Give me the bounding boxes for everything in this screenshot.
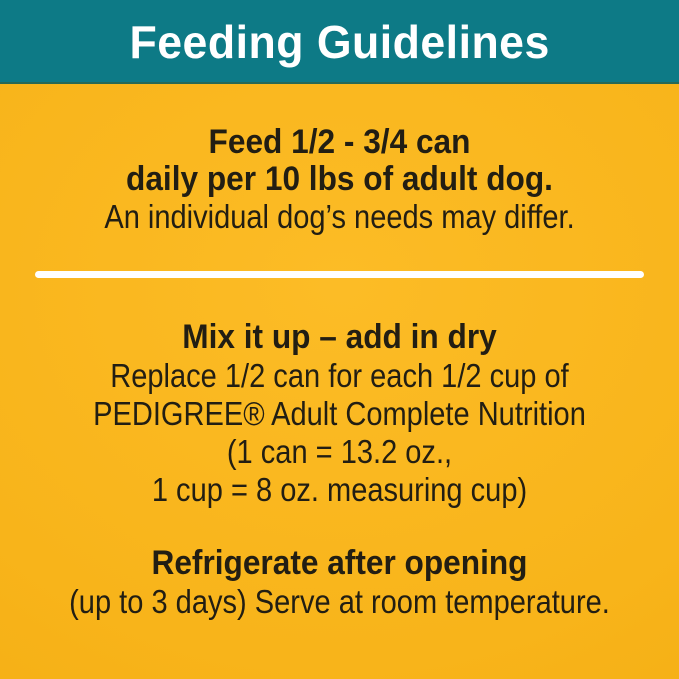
header-banner: Feeding Guidelines [0, 0, 679, 84]
storage-section: Refrigerate after opening (up to 3 days)… [0, 543, 679, 620]
mix-instruction-line-2: PEDIGREE® Adult Complete Nutrition [93, 395, 586, 432]
feeding-amount-section: Feed 1/2 - 3/4 can daily per 10 lbs of a… [0, 123, 679, 236]
mix-instruction-line-4: 1 cup = 8 oz. measuring cup) [151, 471, 528, 508]
storage-note: (up to 3 days) Serve at room temperature… [69, 583, 610, 620]
mix-instruction-line-1: Replace 1/2 can for each 1/2 cup of [110, 357, 569, 394]
feed-amount-note: An individual dog’s needs may differ. [104, 198, 575, 235]
mix-in-dry-section: Mix it up – add in dry Replace 1/2 can f… [0, 317, 679, 509]
feed-amount-line-1: Feed 1/2 - 3/4 can [208, 123, 471, 161]
mix-instruction-line-3: (1 can = 13.2 oz., [226, 433, 453, 470]
feed-amount-line-2: daily per 10 lbs of adult dog. [126, 160, 553, 198]
page-title: Feeding Guidelines [129, 16, 550, 68]
storage-heading: Refrigerate after opening [151, 544, 528, 582]
mix-heading: Mix it up – add in dry [182, 318, 497, 356]
section-divider [35, 271, 644, 278]
